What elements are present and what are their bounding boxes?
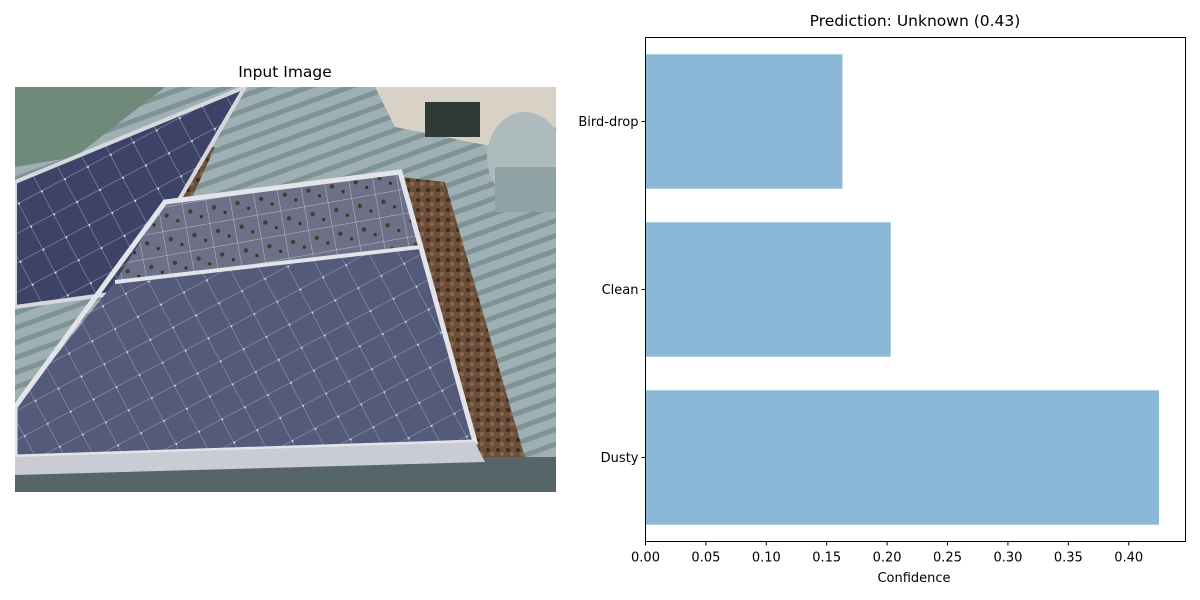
- y-tick-label: Dusty: [601, 451, 639, 466]
- x-tick-label: 0.05: [691, 551, 720, 566]
- y-tick-label: Clean: [602, 283, 639, 298]
- x-tick-label: 0.00: [631, 551, 660, 566]
- bar-bird-drop: [645, 54, 843, 189]
- bar-dusty: [645, 390, 1159, 525]
- x-tick-label: 0.10: [752, 551, 781, 566]
- image-title: Input Image: [238, 63, 332, 81]
- x-tick-label: 0.40: [1114, 551, 1143, 566]
- x-tick-label: 0.35: [1054, 551, 1083, 566]
- x-tick-label: 0.30: [993, 551, 1022, 566]
- y-tick-label: Bird-drop: [578, 115, 638, 130]
- x-tick-label: 0.25: [933, 551, 962, 566]
- x-tick-label: 0.20: [873, 551, 902, 566]
- chart-title: Prediction: Unknown (0.43): [809, 12, 1021, 30]
- bar-clean: [645, 222, 891, 357]
- x-ticks-group: 0.00 0.05 0.10 0.15 0.20 0.25 0.30 0.35 0.40: [631, 541, 1143, 566]
- bars-group: [645, 54, 1159, 525]
- y-ticks-group: Dusty Clean Bird-drop: [578, 115, 646, 466]
- x-tick-label: 0.15: [812, 551, 841, 566]
- x-axis-label: Confidence: [877, 571, 950, 586]
- solar-panel-photo: [15, 87, 556, 492]
